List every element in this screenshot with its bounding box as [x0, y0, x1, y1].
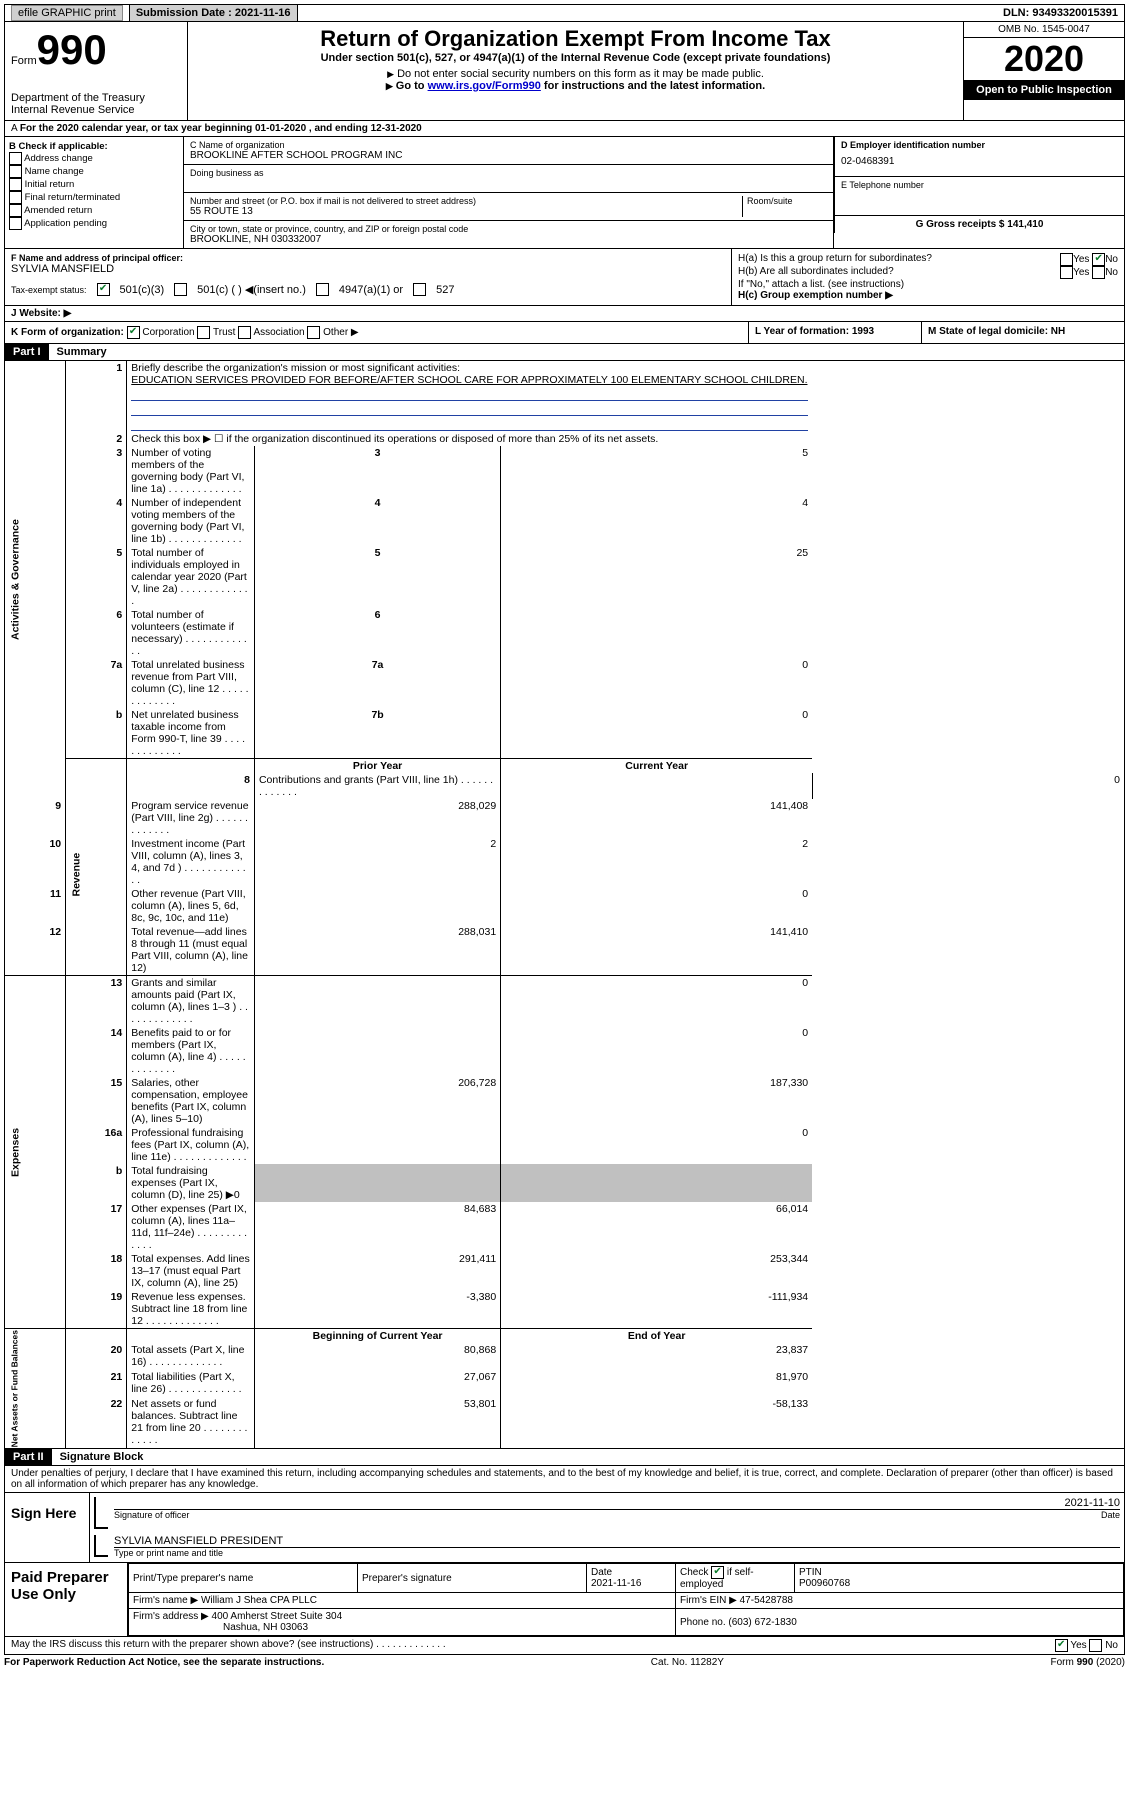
dln: DLN: 93493320015391 — [997, 5, 1124, 21]
form-subtitle: Under section 501(c), 527, or 4947(a)(1)… — [192, 52, 959, 64]
cb-501c3[interactable] — [97, 283, 110, 296]
cb-501c[interactable] — [174, 283, 187, 296]
firm-phone: (603) 672-1830 — [728, 1617, 796, 1628]
firm-name: William J Shea CPA PLLC — [201, 1595, 317, 1606]
discuss-no[interactable] — [1089, 1639, 1102, 1652]
ha-no[interactable] — [1092, 253, 1105, 266]
sign-here-label: Sign Here — [5, 1493, 90, 1562]
submission-date: Submission Date : 2021-11-16 — [129, 5, 298, 21]
hb-label: H(b) Are all subordinates included? — [738, 266, 894, 279]
part2-header: Part II — [5, 1449, 52, 1465]
cb-amended[interactable]: Amended return — [9, 204, 179, 217]
sig-date: 2021-11-10 — [1065, 1497, 1120, 1509]
cb-name-change[interactable]: Name change — [9, 165, 179, 178]
cb-initial-return[interactable]: Initial return — [9, 178, 179, 191]
officer-label: F Name and address of principal officer: — [11, 253, 725, 263]
paperwork-notice: For Paperwork Reduction Act Notice, see … — [4, 1657, 324, 1668]
prior-year-hdr: Prior Year — [254, 759, 500, 774]
year-formation: L Year of formation: 1993 — [749, 322, 922, 343]
l1-label: Briefly describe the organization's miss… — [131, 362, 460, 374]
dept-treasury: Department of the Treasury — [11, 92, 181, 104]
paid-preparer-label: Paid Preparer Use Only — [5, 1563, 128, 1636]
prep-name-label: Print/Type preparer's name — [129, 1564, 358, 1593]
omb-number: OMB No. 1545-0047 — [964, 22, 1124, 38]
form-label: Form — [11, 55, 37, 67]
efile-print-button[interactable]: efile GRAPHIC print — [11, 5, 123, 21]
preparer-table: Print/Type preparer's name Preparer's si… — [128, 1563, 1124, 1636]
identity-block: B Check if applicable: Address change Na… — [4, 137, 1125, 249]
sig-officer-label: Signature of officer — [114, 1510, 189, 1520]
city-label: City or town, state or province, country… — [190, 224, 827, 234]
hb-note: If "No," attach a list. (see instruction… — [738, 279, 1118, 290]
l2-text: Check this box ▶ ☐ if the organization d… — [127, 432, 812, 446]
state-domicile: M State of legal domicile: NH — [922, 322, 1124, 343]
side-activities: Activities & Governance — [5, 361, 66, 799]
l1-mission: EDUCATION SERVICES PROVIDED FOR BEFORE/A… — [131, 374, 807, 386]
gross-receipts: G Gross receipts $ 141,410 — [834, 216, 1124, 233]
form-number: 990 — [37, 26, 107, 73]
org-name-label: C Name of organization — [190, 140, 827, 150]
self-employed: Check if self-employed — [676, 1564, 795, 1593]
firm-addr1: 400 Amherst Street Suite 304 — [212, 1611, 343, 1622]
cb-corp[interactable] — [127, 326, 140, 339]
room-label: Room/suite — [743, 196, 827, 217]
perjury-declaration: Under penalties of perjury, I declare th… — [4, 1466, 1125, 1493]
top-bar: efile GRAPHIC print Submission Date : 20… — [4, 4, 1125, 22]
cb-pending[interactable]: Application pending — [9, 217, 179, 230]
org-name: BROOKLINE AFTER SCHOOL PROGRAM INC — [190, 150, 827, 161]
dba-label: Doing business as — [190, 168, 827, 178]
phone-label: E Telephone number — [841, 180, 1118, 190]
form-footer: Form 990 (2020) — [1051, 1657, 1125, 1668]
col-b-header: B Check if applicable: — [9, 141, 179, 152]
type-print-label: Type or print name and title — [114, 1548, 1120, 1558]
cat-no: Cat. No. 11282Y — [651, 1657, 724, 1668]
ptin: P00960768 — [799, 1578, 850, 1589]
street-label: Number and street (or P.O. box if mail i… — [190, 196, 738, 206]
firm-addr2: Nashua, NH 03063 — [133, 1622, 308, 1633]
note-ssn: Do not enter social security numbers on … — [397, 68, 764, 80]
ein: 02-0468391 — [841, 150, 1118, 173]
form-title: Return of Organization Exempt From Incom… — [192, 26, 959, 52]
row-a-period: A For the 2020 calendar year, or tax yea… — [4, 121, 1125, 137]
end-year-hdr: End of Year — [501, 1329, 812, 1344]
officer-name: SYLVIA MANSFIELD — [11, 263, 725, 275]
cb-address-change[interactable]: Address change — [9, 152, 179, 165]
firm-ein: 47-5428788 — [740, 1595, 793, 1606]
side-net-assets: Net Assets or Fund Balances — [5, 1329, 66, 1449]
part1-title: Summary — [49, 346, 107, 358]
discuss-yes[interactable] — [1055, 1639, 1068, 1652]
part1-header: Part I — [5, 344, 49, 360]
website-row: J Website: ▶ — [4, 306, 1125, 322]
k-label: K Form of organization: — [11, 327, 124, 338]
summary-table: Activities & Governance 1 Briefly descri… — [4, 361, 1125, 1449]
form-header: Form990 Department of the Treasury Inter… — [4, 22, 1125, 121]
side-expenses: Expenses — [5, 976, 66, 1329]
hc-label: H(c) Group exemption number ▶ — [738, 290, 1118, 301]
prep-date: 2021-11-16 — [591, 1578, 641, 1589]
officer-printed-name: SYLVIA MANSFIELD PRESIDENT — [114, 1535, 1120, 1548]
street: 55 ROUTE 13 — [190, 206, 738, 217]
date-label: Date — [1101, 1510, 1120, 1520]
curr-year-hdr: Current Year — [501, 759, 812, 774]
tax-year: 2020 — [964, 38, 1124, 80]
discuss-question: May the IRS discuss this return with the… — [11, 1639, 446, 1652]
ha-label: H(a) Is this a group return for subordin… — [738, 253, 932, 266]
part2-title: Signature Block — [52, 1451, 144, 1463]
open-public: Open to Public Inspection — [964, 80, 1124, 100]
side-revenue: Revenue — [66, 773, 127, 976]
cb-final-return[interactable]: Final return/terminated — [9, 191, 179, 204]
irs-label: Internal Revenue Service — [11, 104, 181, 116]
ein-label: D Employer identification number — [841, 140, 1118, 150]
cb-527[interactable] — [413, 283, 426, 296]
tax-exempt-label: Tax-exempt status: — [11, 285, 87, 295]
cb-4947[interactable] — [316, 283, 329, 296]
instructions-link[interactable]: www.irs.gov/Form990 — [428, 80, 541, 92]
city: BROOKLINE, NH 030332007 — [190, 234, 827, 245]
beg-year-hdr: Beginning of Current Year — [254, 1329, 500, 1344]
prep-sig-label: Preparer's signature — [358, 1564, 587, 1593]
